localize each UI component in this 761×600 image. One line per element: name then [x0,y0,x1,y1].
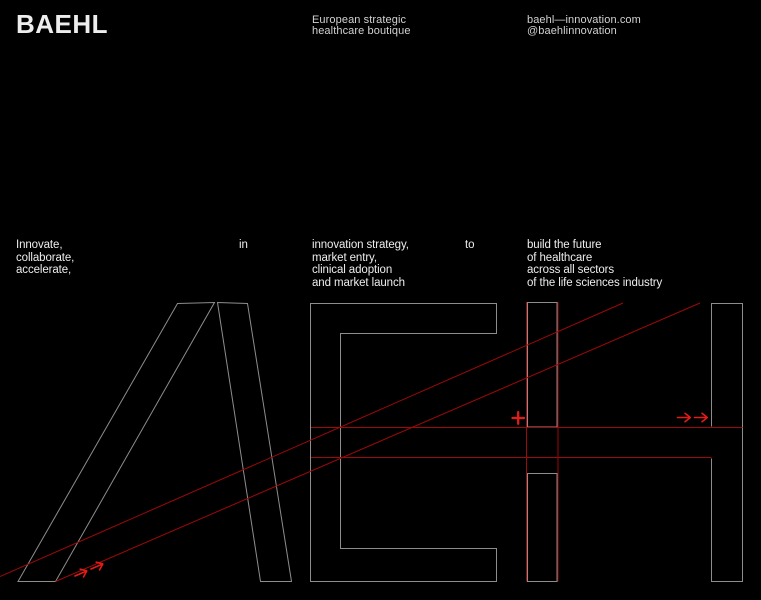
intro-line: clinical adoption [312,264,393,276]
intro-connector-to: to [465,239,475,252]
intro-line: Innovate, [16,239,63,251]
intro-line: and market launch [312,276,405,289]
letter-h-left-stem-lower [527,473,558,582]
intro-line: in [239,239,248,251]
right-arrow-icon [693,412,709,423]
letter-a-left-stroke [17,301,216,582]
intro-line: across all sectors [527,264,615,276]
tagline-line: European strategic [312,14,407,26]
intro-line: to [465,239,475,251]
letter-h-left-stem-upper [527,302,558,428]
social-handle-link[interactable]: @baehlinnovation [527,25,617,37]
tagline-line: healthcare boutique [312,25,411,37]
letter-h-right-stem [711,303,743,582]
intro-line: innovation strategy, [312,239,409,251]
intro-verbs: Innovate, collaborate, accelerate, [16,239,74,277]
brand-tagline: European strategic healthcare boutique [312,15,411,37]
intro-line: of healthcare [527,251,593,264]
intro-line: build the future [527,239,602,251]
right-arrow-icon [74,568,88,578]
letter-a-right-stroke [216,301,293,582]
letter-e-outline [310,303,497,582]
intro-line: of the life sciences industry [527,276,663,289]
brand-logo[interactable]: BAEHL [16,9,109,39]
right-arrow-icon [676,412,692,423]
website-link[interactable]: baehl—innovation.com [527,14,641,26]
intro-line: accelerate, [16,264,72,276]
right-arrow-icon [90,561,104,571]
intro-line: market entry, [312,251,377,264]
intro-line: collaborate, [16,251,75,264]
diagonal-guide-2 [55,302,701,582]
intro-connector-in: in [239,239,248,252]
plus-marker-icon [511,411,526,425]
diagonal-guide-1 [0,302,624,577]
intro-services: innovation strategy, market entry, clini… [312,239,409,289]
header-contact: baehl—innovation.com @baehlinnovation [527,15,641,37]
intro-mission: build the future of healthcare across al… [527,239,662,289]
